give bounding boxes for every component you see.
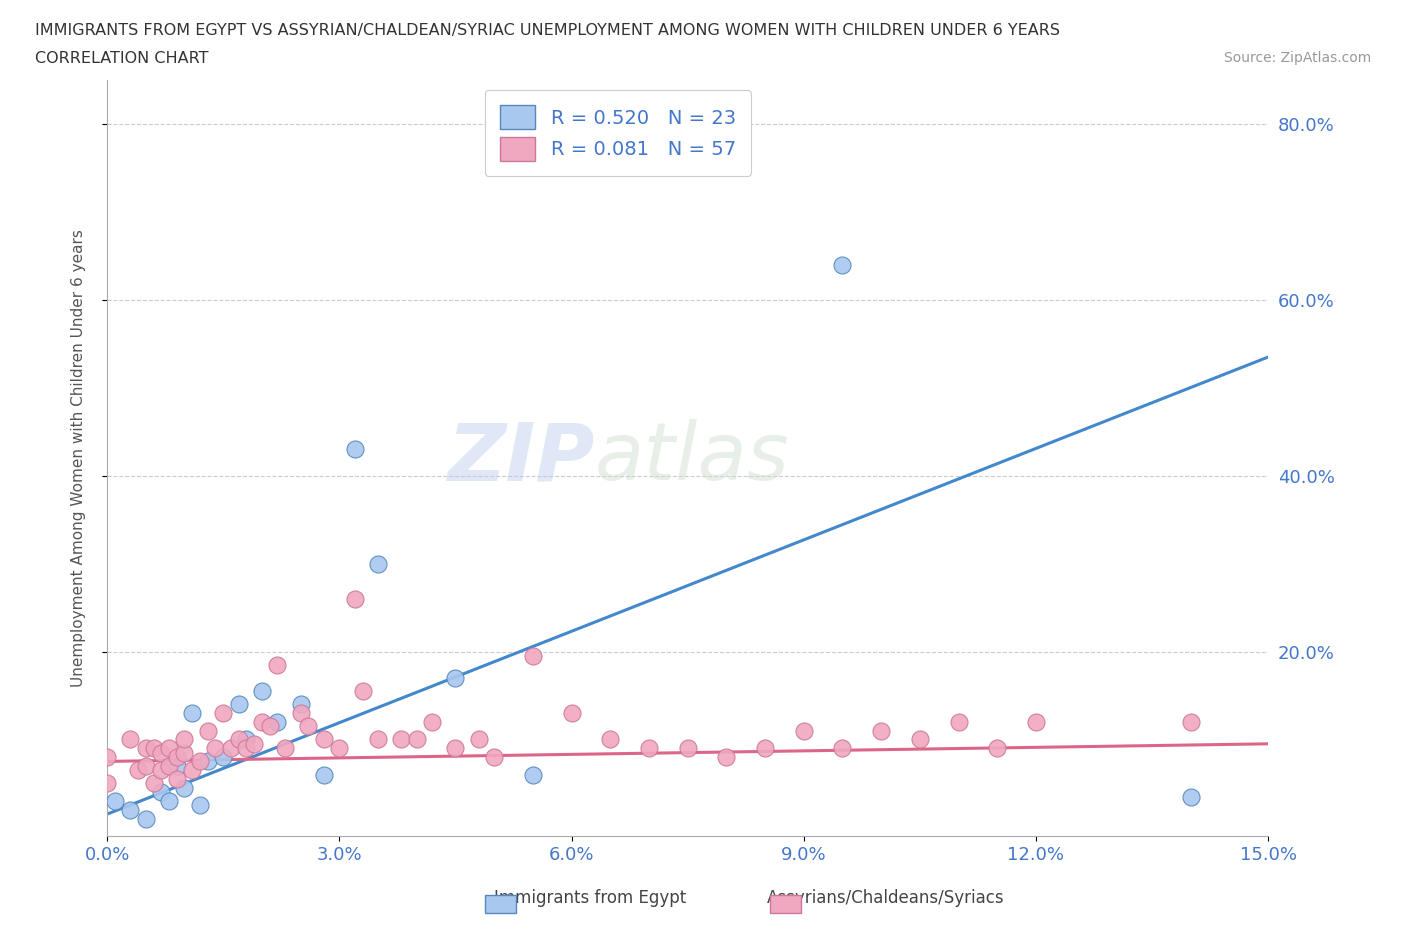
Point bbox=[343, 442, 366, 457]
Y-axis label: Unemployment Among Women with Children Under 6 years: Unemployment Among Women with Children U… bbox=[72, 229, 86, 687]
Text: Assyrians/Chaldeans/Syriacs: Assyrians/Chaldeans/Syriacs bbox=[766, 889, 1005, 907]
Point bbox=[166, 772, 188, 787]
Point bbox=[150, 763, 173, 777]
Point bbox=[243, 737, 266, 751]
Point bbox=[212, 706, 235, 721]
Text: IMMIGRANTS FROM EGYPT VS ASSYRIAN/CHALDEAN/SYRIAC UNEMPLOYMENT AMONG WOMEN WITH : IMMIGRANTS FROM EGYPT VS ASSYRIAN/CHALDE… bbox=[35, 23, 1060, 38]
Point bbox=[343, 591, 366, 606]
Point bbox=[274, 741, 297, 756]
Point bbox=[312, 732, 335, 747]
Text: ZIP: ZIP bbox=[447, 419, 595, 498]
Point bbox=[290, 697, 312, 711]
Text: atlas: atlas bbox=[595, 419, 790, 498]
Point bbox=[188, 798, 211, 813]
Point bbox=[250, 684, 273, 698]
Text: CORRELATION CHART: CORRELATION CHART bbox=[35, 51, 208, 66]
Point bbox=[212, 750, 235, 764]
Point bbox=[259, 719, 281, 734]
Point bbox=[127, 763, 149, 777]
Point bbox=[522, 767, 544, 782]
Point bbox=[150, 785, 173, 800]
Legend: R = 0.520   N = 23, R = 0.081   N = 57: R = 0.520 N = 23, R = 0.081 N = 57 bbox=[485, 90, 751, 176]
Point bbox=[173, 780, 195, 795]
Point bbox=[157, 793, 180, 808]
Point bbox=[181, 763, 204, 777]
Point bbox=[120, 803, 142, 817]
Point bbox=[157, 741, 180, 756]
Point bbox=[312, 767, 335, 782]
Point bbox=[142, 776, 165, 790]
Point bbox=[297, 719, 319, 734]
Point bbox=[870, 724, 893, 738]
Point bbox=[235, 741, 257, 756]
Point bbox=[444, 741, 467, 756]
Point bbox=[142, 741, 165, 756]
Point bbox=[204, 741, 226, 756]
Point bbox=[228, 732, 250, 747]
Point bbox=[166, 750, 188, 764]
Point bbox=[444, 671, 467, 685]
Point bbox=[188, 754, 211, 769]
Point bbox=[96, 776, 118, 790]
Point bbox=[96, 750, 118, 764]
Point bbox=[831, 741, 853, 756]
Point bbox=[181, 706, 204, 721]
Point bbox=[173, 732, 195, 747]
Point bbox=[266, 714, 288, 729]
Point bbox=[948, 714, 970, 729]
Point bbox=[1025, 714, 1047, 729]
Point bbox=[638, 741, 661, 756]
Point bbox=[986, 741, 1008, 756]
Point bbox=[250, 714, 273, 729]
Point bbox=[157, 758, 180, 773]
Point bbox=[173, 745, 195, 760]
Point bbox=[219, 741, 242, 756]
Text: Immigrants from Egypt: Immigrants from Egypt bbox=[495, 889, 686, 907]
Point bbox=[135, 811, 157, 826]
Point bbox=[754, 741, 776, 756]
Point bbox=[1180, 790, 1202, 804]
Point bbox=[166, 758, 188, 773]
Point bbox=[104, 793, 127, 808]
Point bbox=[831, 258, 853, 272]
Point bbox=[676, 741, 699, 756]
Point bbox=[266, 658, 288, 672]
Point bbox=[197, 724, 219, 738]
Point bbox=[1180, 714, 1202, 729]
Point bbox=[405, 732, 427, 747]
Point bbox=[135, 741, 157, 756]
Point bbox=[467, 732, 489, 747]
Point bbox=[197, 754, 219, 769]
Point bbox=[560, 706, 582, 721]
Point bbox=[290, 706, 312, 721]
Point bbox=[793, 724, 815, 738]
Point bbox=[389, 732, 412, 747]
Text: Source: ZipAtlas.com: Source: ZipAtlas.com bbox=[1223, 51, 1371, 65]
Point bbox=[716, 750, 738, 764]
Point bbox=[328, 741, 350, 756]
Point bbox=[482, 750, 505, 764]
Point bbox=[235, 732, 257, 747]
Point bbox=[228, 697, 250, 711]
Point bbox=[352, 684, 374, 698]
Point bbox=[150, 745, 173, 760]
Point bbox=[522, 648, 544, 663]
Point bbox=[367, 556, 389, 571]
Point bbox=[367, 732, 389, 747]
Point bbox=[599, 732, 621, 747]
Point bbox=[135, 758, 157, 773]
Point bbox=[908, 732, 931, 747]
Point bbox=[120, 732, 142, 747]
Point bbox=[420, 714, 443, 729]
